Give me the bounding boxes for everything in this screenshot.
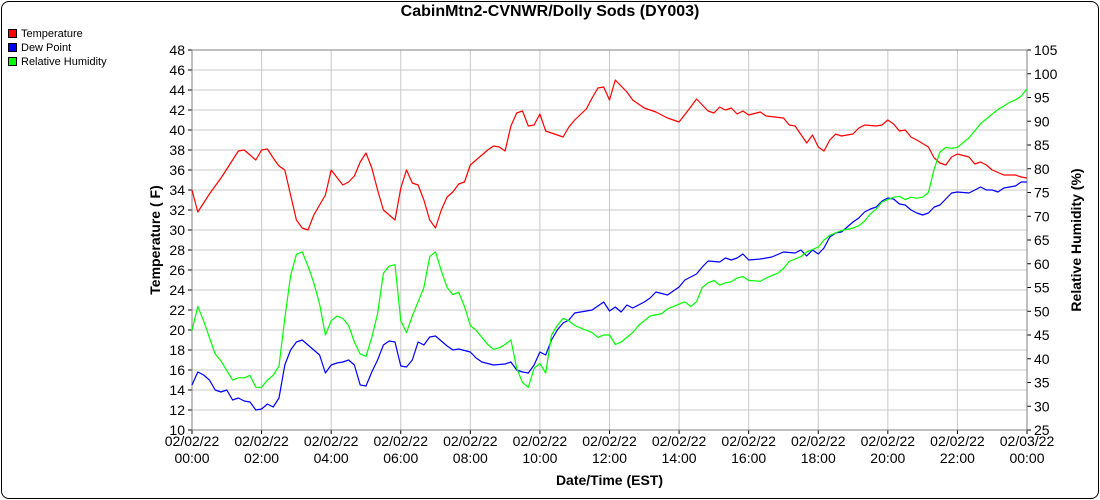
- legend: Temperature Dew Point Relative Humidity: [8, 28, 107, 70]
- chart-title: CabinMtn2-CVNWR/Dolly Sods (DY003): [400, 3, 700, 20]
- x-tick-label-time: 02:00: [244, 450, 279, 466]
- legend-item-relative-humidity: Relative Humidity: [8, 56, 107, 70]
- y2-tick-label: 70: [1034, 208, 1050, 224]
- x-tick-label-time: 20:00: [870, 450, 905, 466]
- y-tick-label: 16: [169, 362, 185, 378]
- y-tick-label: 44: [169, 82, 185, 98]
- y2-tick-label: 40: [1034, 351, 1050, 367]
- x-axis-title: Date/Time (EST): [556, 472, 663, 488]
- x-tick-label-time: 14:00: [662, 450, 697, 466]
- x-tick-label-time: 08:00: [453, 450, 488, 466]
- x-tick-label-time: 16:00: [731, 450, 766, 466]
- x-tick-label-date: 02/02/22: [721, 433, 776, 449]
- y-tick-label: 28: [169, 242, 185, 258]
- y-tick-label: 22: [169, 302, 185, 318]
- y2-tick-label: 60: [1034, 256, 1050, 272]
- y2-tick-label: 90: [1034, 113, 1050, 129]
- y-tick-label: 32: [169, 202, 185, 218]
- x-tick-label-time: 12:00: [592, 450, 627, 466]
- y-tick-label: 40: [169, 122, 185, 138]
- x-tick-label-time: 18:00: [801, 450, 836, 466]
- x-tick-label-time: 04:00: [314, 450, 349, 466]
- y2-tick-label: 25: [1034, 422, 1050, 438]
- legend-item-temperature: Temperature: [8, 28, 107, 42]
- x-tick-label-date: 02/02/22: [443, 433, 498, 449]
- x-tick-label-date: 02/02/22: [234, 433, 289, 449]
- x-tick-label-time: 00:00: [174, 450, 209, 466]
- y2-tick-label: 55: [1034, 280, 1050, 296]
- x-tick-label-date: 02/02/22: [513, 433, 568, 449]
- y2-tick-label: 35: [1034, 375, 1050, 391]
- legend-swatch-temperature: [8, 28, 17, 38]
- y2-tick-label: 50: [1034, 303, 1050, 319]
- y-tick-label: 42: [169, 102, 185, 118]
- legend-label-relative-humidity: Relative Humidity: [21, 56, 107, 68]
- y2-tick-label: 85: [1034, 137, 1050, 153]
- y2-tick-label: 75: [1034, 185, 1050, 201]
- y-tick-label: 34: [169, 182, 185, 198]
- y2-tick-label: 95: [1034, 90, 1050, 106]
- y2-tick-label: 65: [1034, 232, 1050, 248]
- y-tick-label: 26: [169, 262, 185, 278]
- legend-swatch-relative-humidity: [8, 56, 17, 66]
- y2-tick-label: 30: [1034, 398, 1050, 414]
- y-tick-label: 14: [169, 382, 185, 398]
- x-tick-label-date: 02/02/22: [582, 433, 637, 449]
- x-tick-label-date: 02/02/22: [791, 433, 846, 449]
- y-axis-title: Temperature ( F): [147, 185, 163, 294]
- series-line-dew-point: [191, 181, 1027, 411]
- legend-label-temperature: Temperature: [21, 28, 83, 40]
- y-tick-label: 36: [169, 162, 185, 178]
- x-tick-label-time: 10:00: [522, 450, 557, 466]
- y-tick-label: 12: [169, 402, 185, 418]
- y-tick-label: 30: [169, 222, 185, 238]
- y-tick-label: 10: [169, 422, 185, 438]
- series-line-relative-humidity: [191, 88, 1028, 388]
- y-tick-label: 20: [169, 322, 185, 338]
- x-tick-label-time: 06:00: [383, 450, 418, 466]
- plot-border: [191, 49, 1028, 431]
- x-tick-label-date: 02/02/22: [374, 433, 429, 449]
- y-tick-label: 48: [169, 42, 185, 58]
- x-tick-label-date: 02/02/22: [304, 433, 359, 449]
- legend-item-dew-point: Dew Point: [8, 42, 107, 56]
- y2-tick-label: 45: [1034, 327, 1050, 343]
- y2-tick-label: 80: [1034, 161, 1050, 177]
- y-tick-label: 18: [169, 342, 185, 358]
- y-tick-label: 46: [169, 62, 185, 78]
- legend-swatch-dew-point: [8, 42, 17, 52]
- x-tick-label-date: 02/02/22: [652, 433, 707, 449]
- x-tick-label-date: 02/02/22: [861, 433, 916, 449]
- x-tick-label-date: 02/02/22: [165, 433, 220, 449]
- x-tick-label-date: 02/03/22: [1000, 433, 1055, 449]
- y2-axis-title: Relative Humidity (%): [1068, 168, 1084, 311]
- x-tick-label-date: 02/02/22: [930, 433, 985, 449]
- y2-tick-label: 105: [1034, 42, 1058, 58]
- y-tick-label: 38: [169, 142, 185, 158]
- x-tick-label-time: 22:00: [940, 450, 975, 466]
- legend-label-dew-point: Dew Point: [21, 42, 72, 54]
- y2-tick-label: 100: [1034, 66, 1058, 82]
- x-tick-label-time: 00:00: [1009, 450, 1044, 466]
- series-line-temperature: [191, 79, 1028, 231]
- y-tick-label: 24: [169, 282, 185, 298]
